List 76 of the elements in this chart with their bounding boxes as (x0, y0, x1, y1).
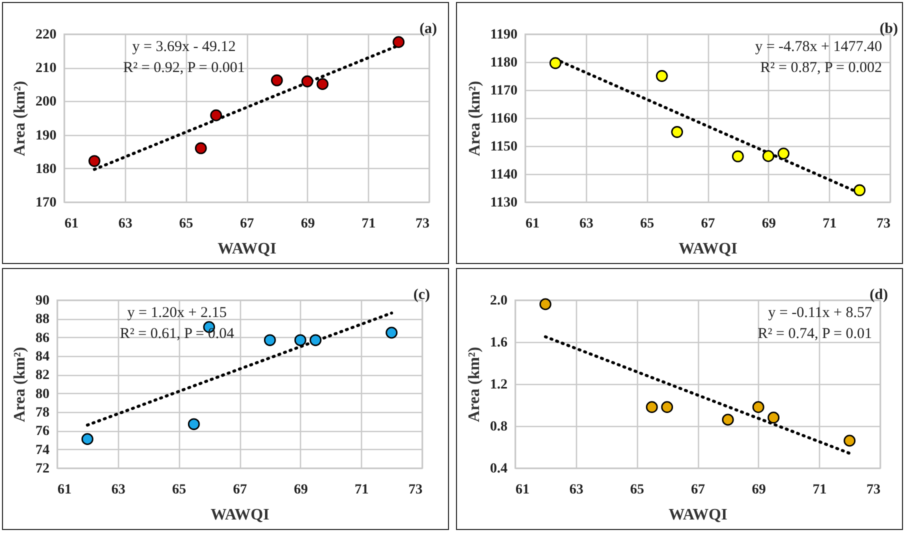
y-tick-label: 1160 (490, 112, 518, 126)
y-tick-label: 2.0 (490, 294, 508, 308)
x-tick-label: 71 (354, 482, 369, 498)
x-tick-label: 73 (416, 216, 430, 232)
chart-title: (b) (880, 21, 898, 37)
y-tick-label: 1130 (490, 196, 518, 210)
annotation: y = -0.11x + 8.57 (768, 305, 872, 321)
y-tick-label: 1180 (490, 56, 518, 70)
y-tick-label: 180 (36, 162, 56, 177)
x-axis-title: WAWQI (678, 240, 738, 258)
y-axis-title: Area (km²) (466, 80, 484, 156)
chart-title: (c) (413, 287, 430, 303)
y-tick-label: 170 (36, 196, 56, 210)
y-tick-label: 1.2 (490, 378, 508, 392)
x-tick-label: 63 (579, 216, 594, 232)
x-tick-label: 73 (876, 216, 890, 232)
x-tick-label: 61 (58, 482, 72, 498)
x-tick-label: 69 (752, 482, 766, 498)
x-axis-title: WAWQI (668, 506, 728, 524)
chart-title: (d) (870, 287, 888, 303)
annotation: R² = 0.74, P = 0.01 (758, 326, 872, 342)
x-tick-label: 71 (812, 482, 827, 498)
x-axis-title: WAWQI (218, 240, 276, 258)
x-tick-label: 65 (172, 482, 186, 498)
y-tick-label: 80 (36, 386, 50, 402)
x-tick-label: 73 (866, 482, 880, 498)
y-tick-label: 1170 (490, 84, 518, 98)
x-tick-label: 67 (691, 482, 705, 498)
y-tick-label: 190 (36, 128, 56, 144)
y-tick-label: 86 (36, 330, 50, 346)
y-axis-title: Area (km²) (466, 346, 483, 422)
y-axis-title: Area (km²) (12, 80, 28, 156)
annotation: y = 1.20x + 2.15 (127, 305, 227, 321)
y-tick-label: 0.8 (490, 420, 508, 434)
y-tick-label: 0.4 (490, 462, 508, 476)
y-tick-label: 90 (36, 294, 50, 308)
x-tick-label: 65 (640, 216, 654, 232)
x-tick-label: 69 (762, 216, 776, 232)
y-tick-label: 1.6 (490, 336, 508, 350)
x-tick-label: 61 (526, 216, 540, 232)
x-axis-title: WAWQI (210, 506, 270, 524)
y-tick-label: 82 (36, 368, 50, 384)
annotation: R² = 0.61, P = 0.04 (120, 326, 235, 342)
chart-title: (a) (420, 21, 437, 37)
x-tick-label: 67 (240, 216, 254, 232)
y-tick-label: 220 (36, 28, 56, 42)
y-axis-title: Area (km²) (12, 346, 28, 422)
y-tick-label: 200 (36, 94, 56, 110)
x-tick-label: 69 (300, 216, 315, 232)
y-tick-label: 1190 (490, 28, 518, 42)
annotation: y = 3.69x - 49.12 (132, 39, 236, 55)
x-tick-label: 61 (516, 482, 530, 498)
x-tick-label: 63 (569, 482, 584, 498)
y-tick-label: 210 (36, 61, 56, 76)
x-tick-label: 73 (408, 482, 422, 498)
y-tick-label: 76 (36, 424, 50, 440)
x-tick-label: 63 (111, 482, 126, 498)
x-tick-label: 65 (630, 482, 644, 498)
x-tick-label: 61 (64, 216, 78, 232)
y-tick-label: 84 (36, 350, 50, 364)
x-tick-label: 71 (362, 216, 376, 232)
y-tick-label: 78 (36, 406, 50, 420)
y-tick-label: 1150 (490, 140, 518, 154)
x-tick-label: 69 (294, 482, 308, 498)
annotation: y = -4.78x + 1477.40 (755, 39, 882, 55)
y-tick-label: 72 (36, 462, 50, 476)
y-tick-label: 88 (36, 312, 50, 328)
x-tick-label: 65 (179, 216, 194, 232)
x-tick-label: 67 (233, 482, 247, 498)
annotation: R² = 0.92, P = 0.001 (123, 60, 245, 76)
x-tick-label: 71 (822, 216, 837, 232)
y-tick-label: 74 (36, 442, 50, 458)
x-tick-label: 63 (118, 216, 132, 232)
x-tick-label: 67 (701, 216, 715, 232)
y-tick-label: 1140 (490, 168, 518, 182)
annotation: R² = 0.87, P = 0.002 (760, 60, 882, 76)
